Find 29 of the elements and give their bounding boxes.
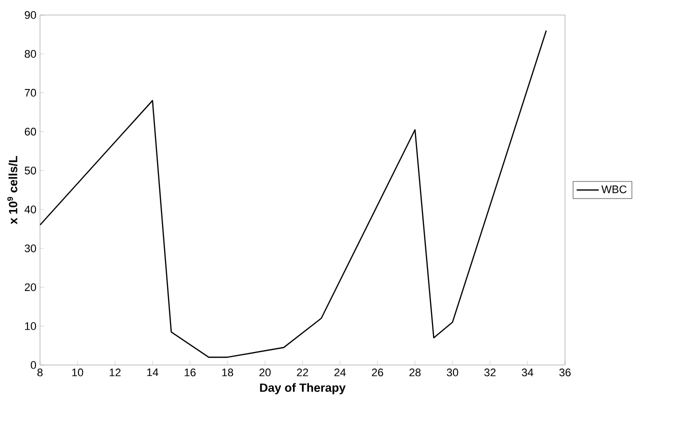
x-tick-label: 22 (296, 368, 308, 376)
x-tick-label: 16 (184, 368, 196, 376)
y-tick-label: 40 (24, 206, 36, 214)
x-tick-label: 34 (522, 368, 534, 376)
line-series (40, 30, 547, 358)
x-tick-label: 30 (446, 368, 458, 376)
y-tick-label: 50 (24, 166, 36, 174)
y-tick-label: 30 (24, 244, 36, 252)
x-tick-label: 24 (334, 368, 346, 376)
y-axis-title: x 10$^{9}$ cells/L (7, 156, 18, 224)
y-tick-label: 20 (24, 283, 36, 292)
x-tick-label: 14 (147, 368, 158, 376)
x-tick-label: 36 (559, 368, 571, 376)
y-tick-label: 60 (24, 128, 36, 136)
y-tick-label: 80 (24, 50, 36, 58)
y-tick-label: 90 (24, 11, 36, 19)
x-tick-label: 28 (409, 368, 421, 376)
x-tick-label: 10 (72, 368, 84, 376)
x-tick-label: 12 (110, 368, 121, 376)
x-tick-label: 26 (372, 368, 384, 376)
y-tick-label: 10 (25, 322, 36, 330)
x-tick-label: 18 (222, 368, 234, 376)
legend-label: WBC (601, 185, 627, 194)
x-axis-title: Day of Therapy (260, 383, 346, 394)
x-tick-label: 20 (259, 368, 271, 376)
y-tick-label: 70 (24, 88, 36, 97)
x-tick-label: 8 (37, 368, 43, 376)
y-tick-label: 0 (30, 361, 36, 369)
x-tick-label: 32 (484, 368, 496, 376)
